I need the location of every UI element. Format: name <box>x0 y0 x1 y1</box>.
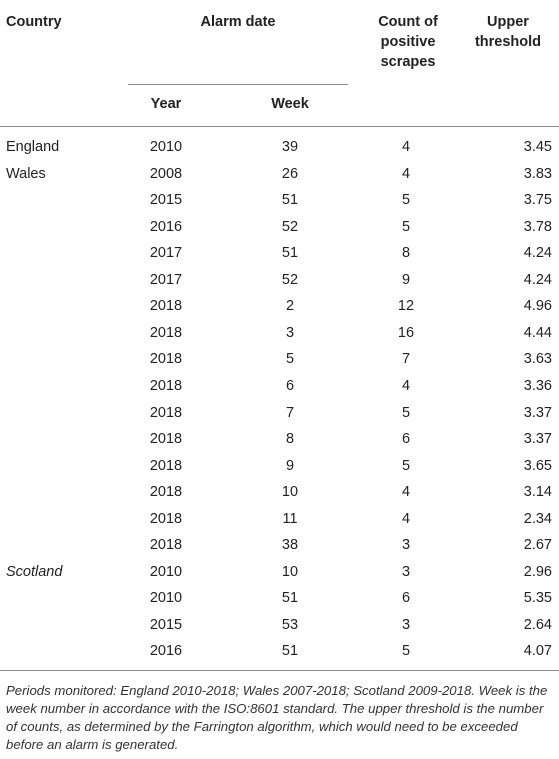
count-cell: 6 <box>401 431 411 447</box>
year-cell: 2018 <box>149 325 183 341</box>
alarm-date-subrule <box>128 84 348 85</box>
year-cell: 2018 <box>149 378 183 394</box>
count-cell: 3 <box>401 617 411 633</box>
header-bottom-rule <box>0 126 559 127</box>
count-cell: 9 <box>401 272 411 288</box>
week-cell: 10 <box>281 484 299 500</box>
count-cell: 12 <box>397 298 415 314</box>
week-cell: 52 <box>281 272 299 288</box>
year-cell: 2018 <box>149 405 183 421</box>
week-cell: 52 <box>281 219 299 235</box>
year-cell: 2018 <box>149 511 183 527</box>
header-country: Country <box>6 14 62 30</box>
week-cell: 51 <box>281 590 299 606</box>
count-cell: 16 <box>397 325 415 341</box>
header-week: Week <box>271 96 309 112</box>
table-footnote: Periods monitored: England 2010-2018; Wa… <box>6 683 548 752</box>
year-cell: 2008 <box>149 166 183 182</box>
header-alarm-date: Alarm date <box>200 14 276 30</box>
upper-threshold-cell: 3.37 <box>523 405 552 421</box>
week-cell: 8 <box>285 431 295 447</box>
count-cell: 5 <box>401 405 411 421</box>
week-cell: 3 <box>285 325 295 341</box>
year-cell: 2018 <box>149 431 183 447</box>
week-cell: 39 <box>281 139 299 155</box>
country-cell: Wales <box>6 166 46 182</box>
year-cell: 2018 <box>149 351 183 367</box>
year-cell: 2010 <box>149 590 183 606</box>
upper-threshold-cell: 4.24 <box>523 272 552 288</box>
count-cell: 4 <box>401 511 411 527</box>
count-cell: 6 <box>401 590 411 606</box>
upper-threshold-cell: 2.34 <box>523 511 552 527</box>
upper-threshold-cell: 3.36 <box>523 378 552 394</box>
count-cell: 4 <box>401 139 411 155</box>
week-cell: 51 <box>281 192 299 208</box>
upper-threshold-cell: 2.67 <box>523 537 552 553</box>
table-bottom-rule <box>0 670 559 671</box>
year-cell: 2018 <box>149 537 183 553</box>
upper-threshold-cell: 4.24 <box>523 245 552 261</box>
upper-threshold-cell: 4.44 <box>523 325 552 341</box>
upper-threshold-cell: 3.65 <box>523 458 552 474</box>
country-cell: England <box>6 139 60 155</box>
count-cell: 5 <box>401 192 411 208</box>
year-cell: 2017 <box>149 272 183 288</box>
week-cell: 2 <box>285 298 295 314</box>
header-upper-threshold: Upper threshold <box>474 14 542 50</box>
count-cell: 8 <box>401 245 411 261</box>
year-cell: 2015 <box>149 192 183 208</box>
year-cell: 2018 <box>149 484 183 500</box>
upper-threshold-cell: 3.37 <box>523 431 552 447</box>
upper-threshold-cell: 3.75 <box>523 192 552 208</box>
week-cell: 9 <box>285 458 295 474</box>
week-cell: 7 <box>285 405 295 421</box>
upper-threshold-cell: 3.45 <box>523 139 552 155</box>
upper-threshold-cell: 3.14 <box>523 484 552 500</box>
upper-threshold-cell: 2.64 <box>523 617 552 633</box>
year-cell: 2016 <box>149 643 183 659</box>
count-cell: 4 <box>401 166 411 182</box>
year-cell: 2015 <box>149 617 183 633</box>
week-cell: 51 <box>281 643 299 659</box>
week-cell: 10 <box>281 564 299 580</box>
year-cell: 2016 <box>149 219 183 235</box>
country-cell: Scotland <box>6 564 63 580</box>
header-year: Year <box>150 96 182 112</box>
year-cell: 2018 <box>149 458 183 474</box>
count-cell: 4 <box>401 378 411 394</box>
count-cell: 3 <box>401 537 411 553</box>
week-cell: 51 <box>281 245 299 261</box>
upper-threshold-cell: 4.96 <box>523 298 552 314</box>
count-cell: 7 <box>401 351 411 367</box>
week-cell: 11 <box>282 511 298 527</box>
year-cell: 2018 <box>149 298 183 314</box>
header-count-of-positive-scrapes: Count of positive scrapes <box>378 14 438 70</box>
year-cell: 2010 <box>149 139 183 155</box>
count-cell: 3 <box>401 564 411 580</box>
count-cell: 5 <box>401 643 411 659</box>
upper-threshold-cell: 3.78 <box>523 219 552 235</box>
week-cell: 26 <box>281 166 299 182</box>
count-cell: 5 <box>401 458 411 474</box>
week-cell: 38 <box>281 537 299 553</box>
week-cell: 53 <box>281 617 299 633</box>
upper-threshold-cell: 3.83 <box>523 166 552 182</box>
upper-threshold-cell: 4.07 <box>523 643 552 659</box>
count-cell: 5 <box>401 219 411 235</box>
upper-threshold-cell: 5.35 <box>523 590 552 606</box>
week-cell: 6 <box>285 378 295 394</box>
year-cell: 2010 <box>149 564 183 580</box>
year-cell: 2017 <box>149 245 183 261</box>
week-cell: 5 <box>285 351 295 367</box>
upper-threshold-cell: 3.63 <box>523 351 552 367</box>
count-cell: 4 <box>401 484 411 500</box>
upper-threshold-cell: 2.96 <box>523 564 552 580</box>
